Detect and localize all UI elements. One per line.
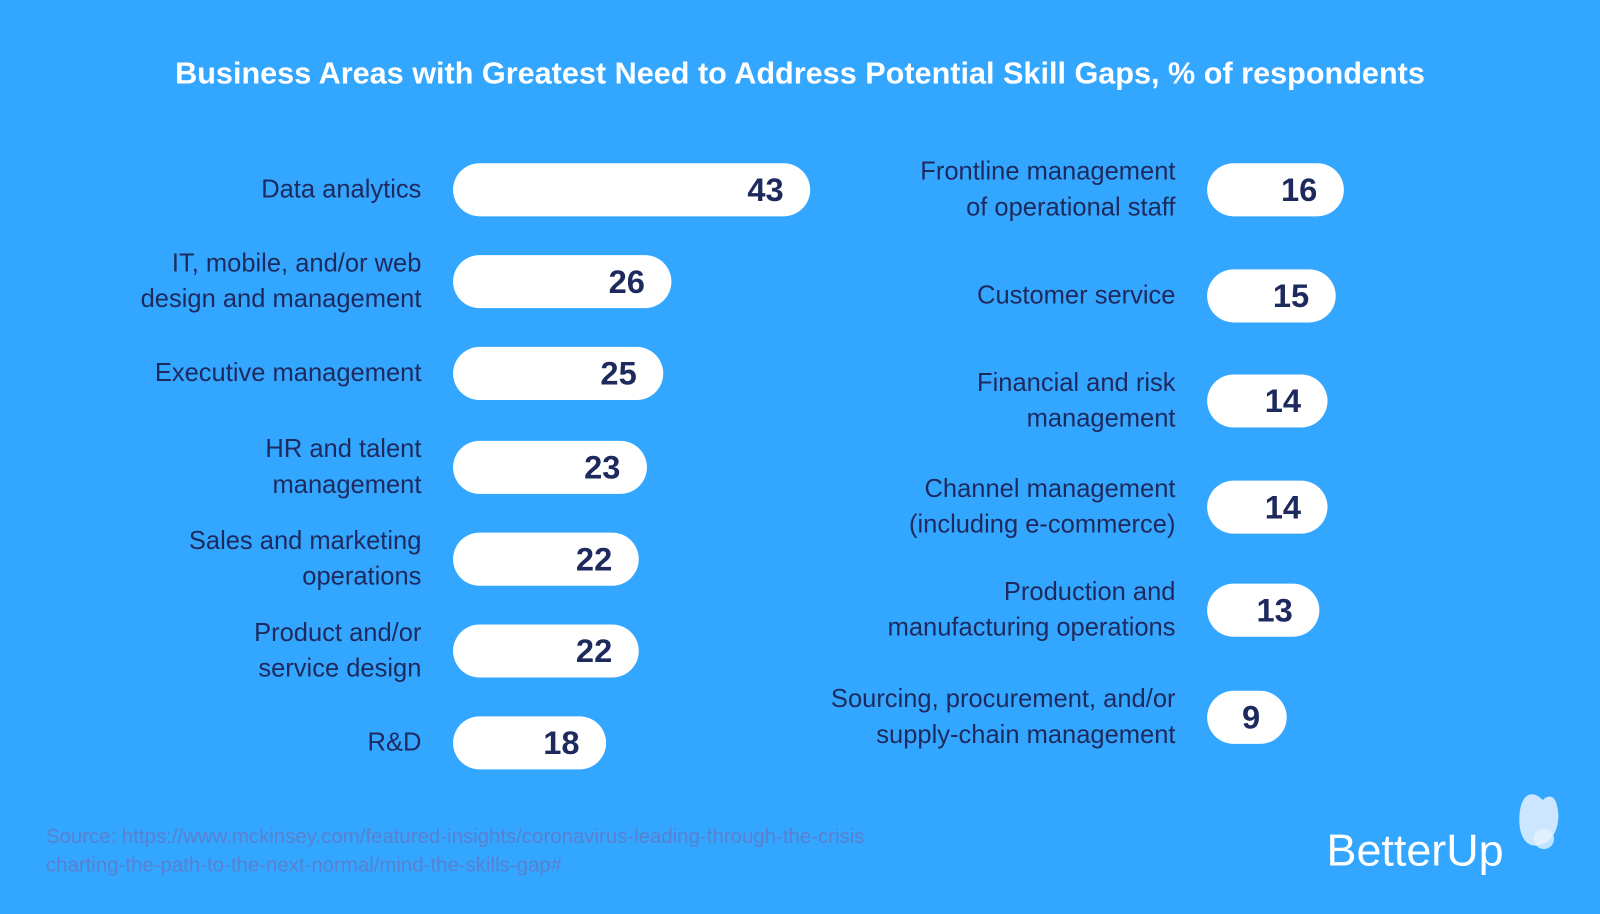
- category-label-line: (including e-commerce): [908, 510, 1176, 539]
- category-label-line: Data analytics: [261, 174, 422, 204]
- category-label-line: operations: [302, 562, 422, 591]
- category-label: HR and talent management: [13, 432, 421, 503]
- bar: 22: [453, 624, 639, 678]
- category-label-line: Frontline management: [920, 157, 1176, 186]
- category-label-line: Executive management: [154, 358, 422, 388]
- bar: 25: [453, 346, 664, 400]
- category-label: Frontline management of operational staff: [767, 154, 1175, 225]
- bar: 18: [453, 716, 607, 770]
- category-label-line: management: [272, 470, 422, 499]
- category-label: R&D: [13, 725, 422, 761]
- value-label: 22: [575, 540, 613, 578]
- category-label-line: design and management: [140, 284, 422, 314]
- category-label-line: Customer service: [977, 281, 1176, 310]
- category-label: Sourcing, procurement, and/or supply-chai…: [767, 682, 1176, 753]
- category-label: Product and/or service design: [13, 615, 421, 686]
- bar: 43: [453, 163, 811, 217]
- category-label-line: R&D: [367, 728, 422, 757]
- bar: 26: [453, 255, 672, 309]
- category-label-line: IT, mobile, and/or web: [171, 248, 422, 278]
- category-label: Customer service: [767, 278, 1175, 314]
- category-label-line: Production and: [1003, 577, 1176, 607]
- bar: 15: [1207, 269, 1336, 323]
- betterup-logo-mark: BetterUp: [1327, 794, 1559, 875]
- value-label: 18: [543, 724, 580, 762]
- category-label-line: service design: [258, 654, 422, 683]
- value-label: 13: [1256, 591, 1293, 629]
- category-label-line: supply-chain management: [876, 720, 1176, 749]
- category-label: Executive management: [13, 356, 422, 392]
- value-label: 14: [1264, 382, 1302, 420]
- category-label: Data analytics: [13, 172, 421, 208]
- bar: 14: [1207, 374, 1328, 428]
- value-label: 26: [608, 263, 645, 300]
- value-label: 22: [575, 632, 613, 670]
- category-label-line: of operational staff: [966, 192, 1176, 222]
- value-label: 15: [1272, 277, 1310, 315]
- value-label: 16: [1281, 171, 1318, 209]
- category-label-line: manufacturing operations: [887, 613, 1176, 642]
- bar: 9: [1207, 690, 1287, 744]
- source-line-2: charting-the-path-to-the-next-normal/min…: [45, 854, 563, 877]
- value-label: 25: [600, 355, 637, 392]
- category-label: Channel management (including e-commerce): [767, 471, 1176, 542]
- value-label: 14: [1264, 488, 1302, 526]
- category-label-line: HR and talent: [265, 434, 422, 464]
- bar: 22: [453, 532, 639, 586]
- value-label: 9: [1242, 698, 1261, 736]
- bar: 13: [1207, 583, 1320, 637]
- bar: 16: [1207, 163, 1344, 217]
- bar: 23: [453, 440, 647, 494]
- category-label-line: Product and/or: [254, 618, 422, 647]
- value-label: 23: [584, 448, 621, 486]
- category-label: Financial and risk management: [767, 365, 1175, 436]
- betterup-logo: BetterUp: [1327, 786, 1572, 893]
- source-note: Source: https://www.mckinsey.com/feature…: [46, 822, 865, 879]
- category-label-line: Channel management: [924, 474, 1176, 504]
- category-label-line: Sourcing, procurement, and/or: [830, 684, 1176, 714]
- logo-text: BetterUp: [1327, 824, 1504, 875]
- category-label: Production and manufacturing operations: [767, 574, 1176, 645]
- category-label-line: Sales and marketing: [188, 526, 422, 556]
- category-label: Sales and marketing operations: [13, 523, 422, 594]
- category-label: IT, mobile, and/or web design and managem…: [13, 246, 422, 317]
- category-label-line: management: [1026, 404, 1176, 433]
- value-label: 43: [747, 171, 784, 209]
- source-line-1: Source: https://www.mckinsey.com/feature…: [45, 825, 865, 848]
- bar: 14: [1207, 480, 1328, 534]
- category-label-line: Financial and risk: [977, 368, 1176, 397]
- chart-title: Business Areas with Greatest Need to Add…: [175, 57, 1425, 91]
